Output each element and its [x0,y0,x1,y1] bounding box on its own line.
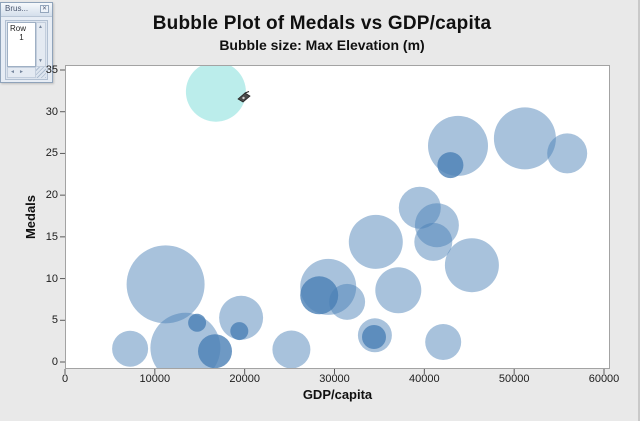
x-axis-label: GDP/capita [302,387,373,402]
bubble-highlighted[interactable] [185,62,246,122]
window-edge [638,0,640,421]
bubble[interactable] [437,152,464,179]
bubble[interactable] [362,325,386,349]
y-tick-label: 20 [45,189,58,202]
bubble[interactable] [126,245,205,324]
row-list-header: Row [10,24,27,33]
bubble[interactable] [230,322,249,341]
y-tick-label: 30 [45,105,58,118]
row-list-item[interactable]: 1 [19,33,24,42]
palette-title: Brus... [5,4,29,13]
scroll-right-icon[interactable]: ► [19,69,24,75]
scroll-down-icon[interactable]: ▼ [38,58,43,64]
bubble[interactable] [188,313,207,332]
bubble[interactable] [547,133,588,174]
vertical-scrollbar[interactable]: ▲ ▼ [36,22,46,67]
bubble[interactable] [272,330,311,369]
y-tick-label: 0 [51,356,58,368]
y-tick-label: 5 [51,314,58,327]
bubble[interactable] [493,107,556,170]
x-tick-label: 50000 [498,373,530,385]
brush-cursor-icon [237,90,251,103]
x-tick-label: 10000 [139,373,171,385]
y-tick-label: 15 [45,230,58,243]
x-tick-label: 20000 [229,373,260,385]
bubble[interactable] [444,238,499,293]
bubble[interactable] [219,295,264,340]
chart-subtitle: Bubble size: Max Elevation (m) [219,37,425,53]
bubble[interactable] [112,330,149,367]
bubble[interactable] [398,186,441,229]
palette-titlebar[interactable]: Brus... ✕ [1,3,52,17]
horizontal-scrollbar[interactable]: ◄ ► [7,67,36,78]
scroll-up-icon[interactable]: ▲ [38,24,43,30]
resize-grip-icon[interactable] [36,67,46,78]
brush-palette-window[interactable]: Brus... ✕ Row 1 ▲ ▼ ◄ ► [0,2,53,83]
y-tick-label: 35 [45,64,58,76]
y-tick-label: 25 [45,147,58,160]
palette-body: Row 1 ▲ ▼ ◄ ► [5,20,48,80]
x-tick-label: 60000 [588,373,620,385]
bubble[interactable] [375,267,422,314]
x-tick-label: 40000 [409,373,440,385]
plot-area[interactable] [65,65,610,369]
bubble[interactable] [300,276,339,315]
y-axis-label: Medals [23,194,38,240]
row-listbox[interactable]: Row 1 [7,22,36,67]
bubble[interactable] [198,334,232,368]
chart-title: Bubble Plot of Medals vs GDP/capita [152,13,492,34]
close-icon[interactable]: ✕ [40,5,49,13]
x-tick-label: 30000 [319,373,350,385]
bubble[interactable] [425,324,462,360]
bubble[interactable] [414,222,453,261]
x-tick-label: 0 [61,373,69,385]
y-tick-label: 10 [45,272,58,285]
bubble[interactable] [414,203,459,248]
scroll-left-icon[interactable]: ◄ [10,69,15,75]
bubble[interactable] [329,283,366,320]
row-list: 1 [8,33,35,42]
bubble[interactable] [348,214,403,269]
